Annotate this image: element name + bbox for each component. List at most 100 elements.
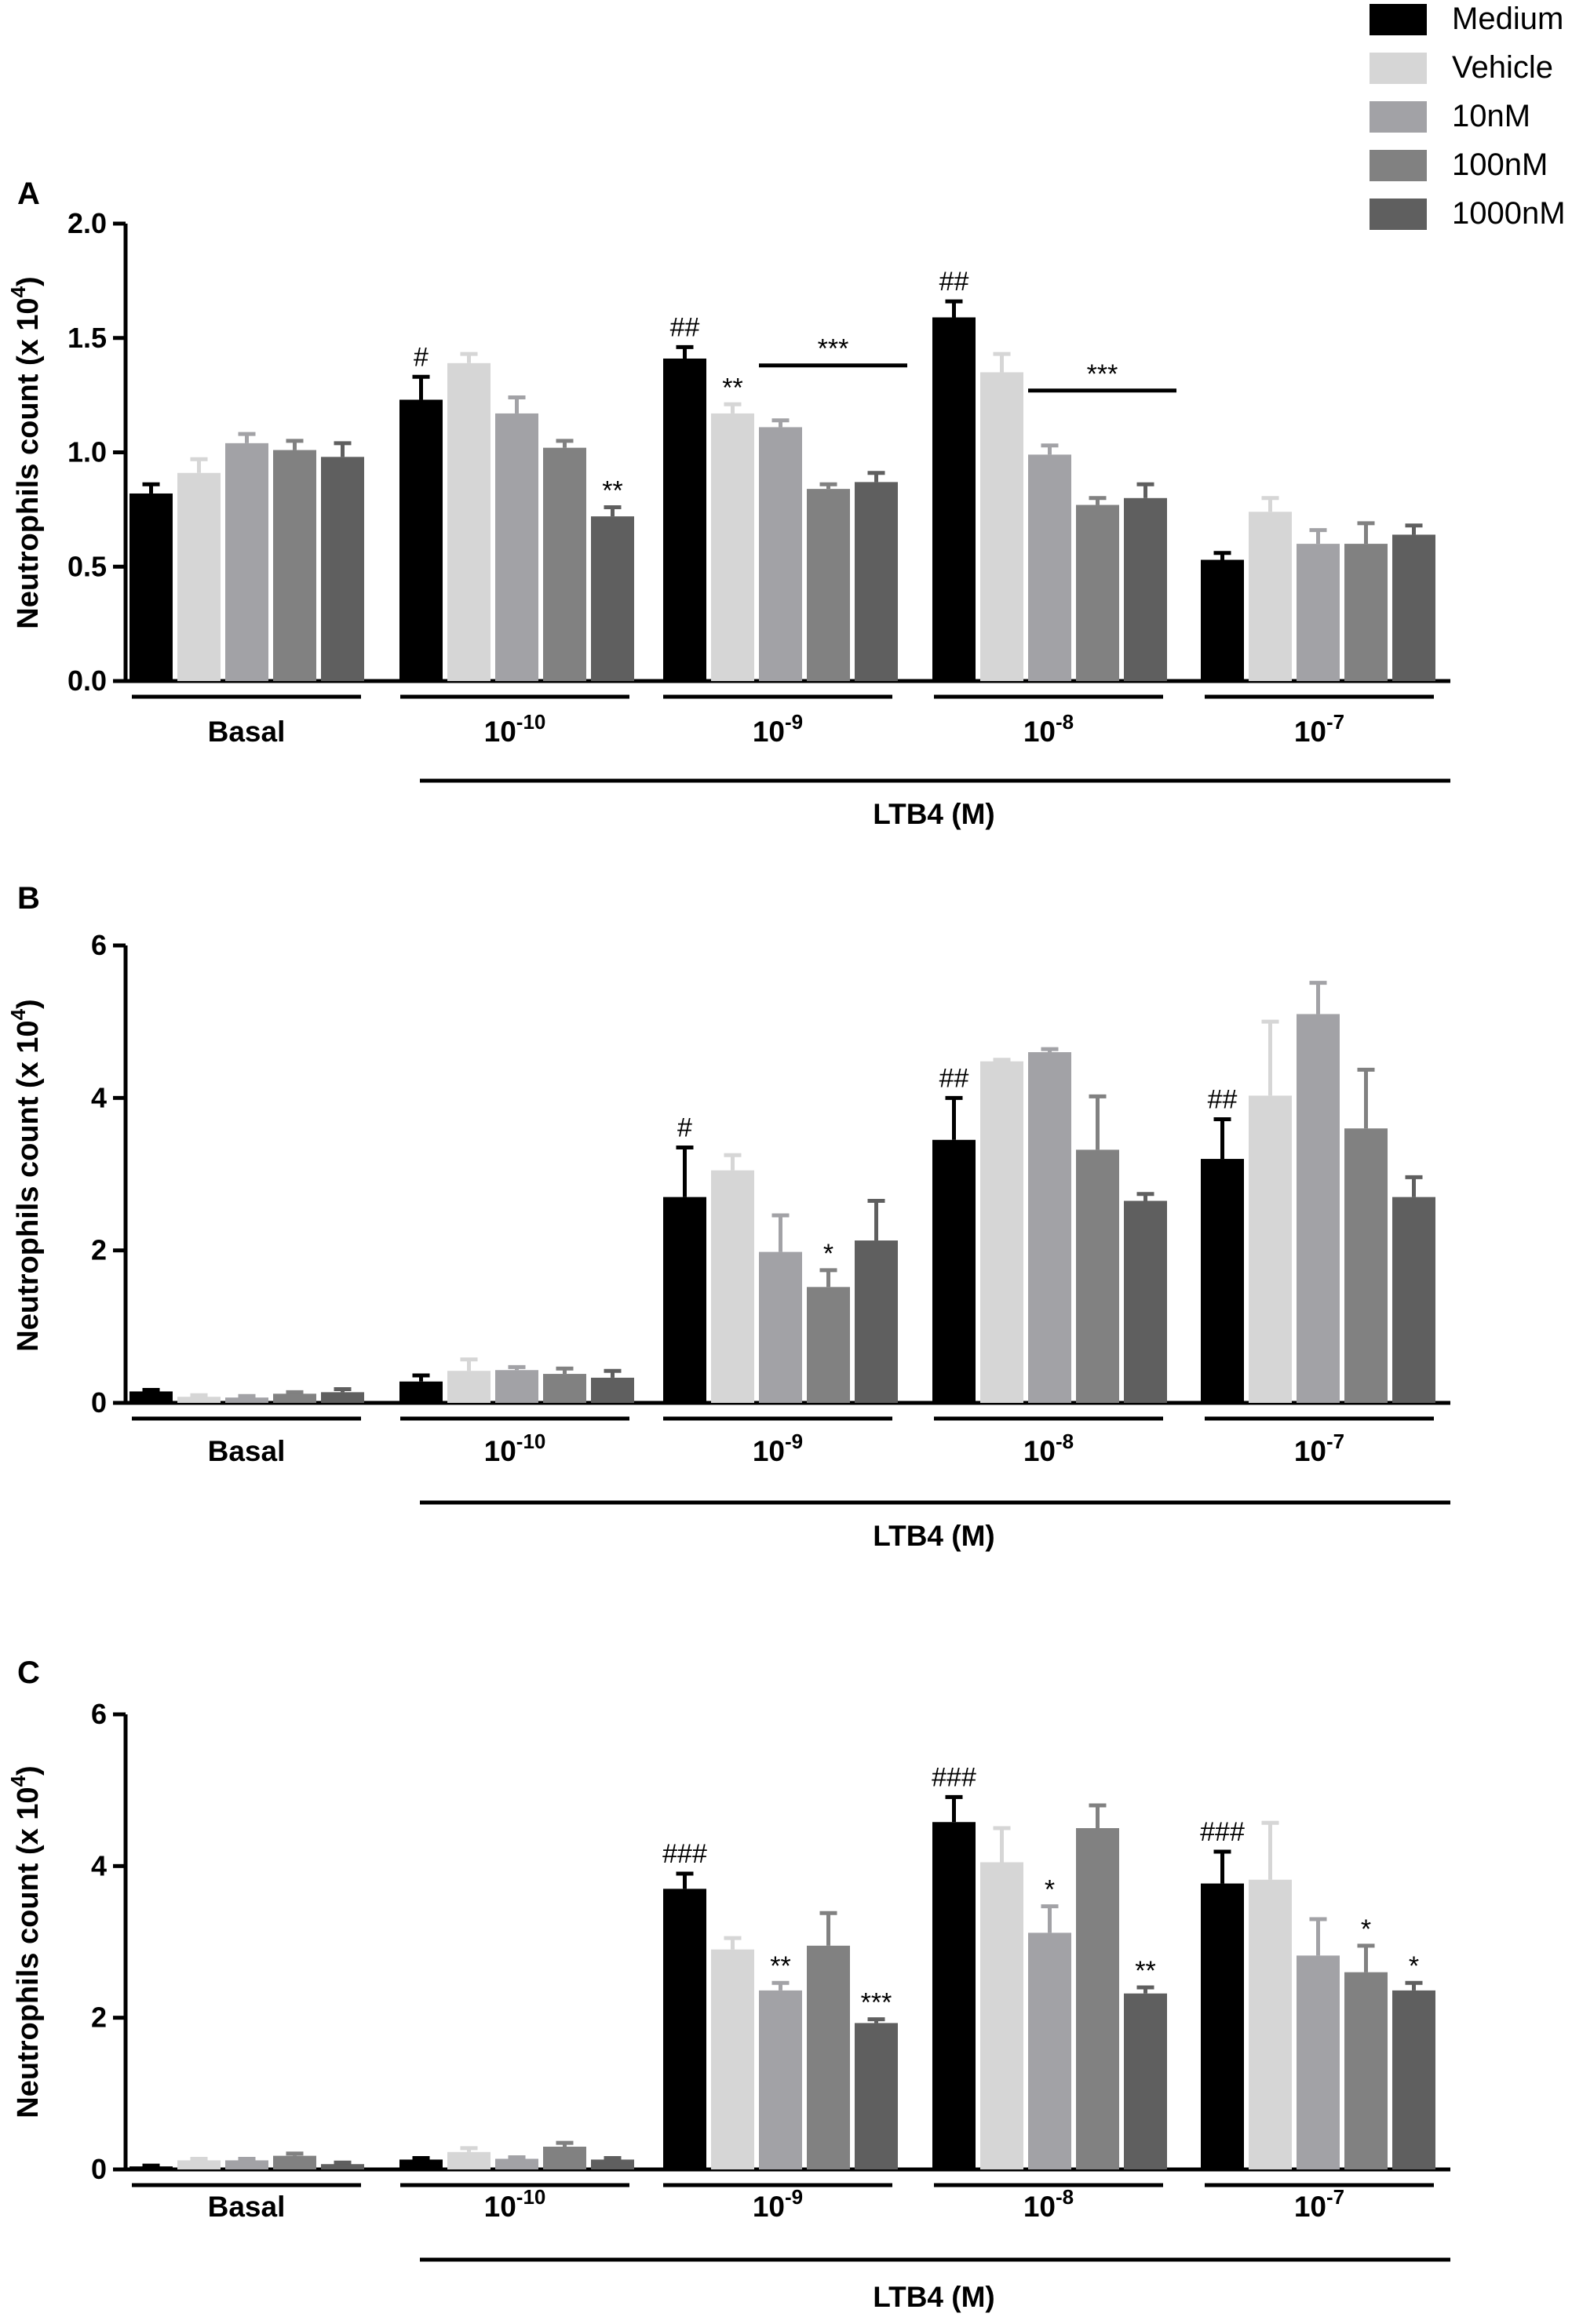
bar — [855, 2023, 898, 2169]
group-label-base: 10 — [1023, 2191, 1056, 2223]
bar — [399, 1381, 443, 1403]
group-label: 10-10 — [484, 2185, 546, 2223]
group-label-base: Basal — [208, 1435, 286, 1467]
bar — [855, 1240, 898, 1403]
group-label-base: 10 — [1023, 1435, 1056, 1467]
legend-label: 1000nM — [1452, 196, 1566, 231]
y-axis-label: Neutrophils count (x 104) — [6, 1765, 45, 2118]
group-label: 10-8 — [1023, 2185, 1074, 2223]
y-axis-label-close: ) — [12, 1765, 45, 1776]
bar — [980, 372, 1023, 681]
bar — [855, 482, 898, 681]
x-axis-label: LTB4 (M) — [873, 1520, 995, 1552]
significance-star: * — [1409, 1951, 1419, 1981]
y-tick-label: 6 — [91, 1698, 107, 1730]
y-axis-label-exp: 4 — [6, 286, 30, 297]
legend-swatch — [1370, 101, 1427, 133]
bar — [1076, 1828, 1119, 2169]
group-label-exp: -9 — [785, 2185, 803, 2209]
bar — [129, 2166, 173, 2169]
group-label-exp: -10 — [516, 1430, 546, 1453]
bar — [321, 457, 364, 681]
y-axis-label-main: Neutrophils count (x 10 — [12, 1020, 45, 1351]
significance-hash: ### — [662, 1839, 707, 1869]
bar — [1028, 1932, 1071, 2169]
bar — [663, 1889, 706, 2169]
bar — [399, 2159, 443, 2169]
group-label-base: 10 — [753, 1435, 785, 1467]
significance-hash: # — [677, 1113, 692, 1142]
legend-swatch — [1370, 53, 1427, 84]
y-tick-label: 1.0 — [67, 436, 107, 468]
bar — [321, 2164, 364, 2169]
group-label: 10-10 — [484, 710, 546, 748]
bar — [1124, 497, 1167, 681]
group-label-base: 10 — [1294, 1435, 1326, 1467]
bar — [447, 2151, 491, 2169]
bar — [591, 1377, 634, 1403]
legend-label: Medium — [1452, 2, 1563, 36]
significance-star: ** — [722, 373, 742, 403]
group-label: Basal — [208, 2191, 286, 2223]
bar — [1297, 1014, 1340, 1403]
y-tick-label: 0 — [91, 1386, 107, 1419]
bar — [543, 447, 586, 681]
bar — [1392, 1197, 1435, 1403]
x-axis-label: LTB4 (M) — [873, 2281, 995, 2313]
group-label: Basal — [208, 716, 286, 748]
y-tick-label: 1.5 — [67, 322, 107, 354]
group-label-exp: -9 — [785, 710, 803, 734]
significance-star: ** — [602, 475, 622, 505]
group-label-exp: -8 — [1056, 1430, 1074, 1453]
bar — [1076, 505, 1119, 681]
bar — [177, 2160, 221, 2169]
bar — [932, 317, 976, 681]
legend-swatch — [1370, 199, 1427, 230]
bar — [129, 1391, 173, 1403]
group-label-base: Basal — [208, 2191, 286, 2223]
bar — [177, 1397, 221, 1403]
y-axis-label-exp: 4 — [6, 1008, 30, 1020]
group-label-exp: -10 — [516, 2185, 546, 2209]
bar — [225, 443, 268, 681]
bar — [543, 2147, 586, 2169]
significance-hash: ### — [1200, 1817, 1245, 1847]
bar — [321, 1392, 364, 1403]
group-label-base: 10 — [484, 1435, 516, 1467]
bar — [1344, 1128, 1388, 1403]
group-label: 10-9 — [753, 2185, 803, 2223]
y-axis-label-main: Neutrophils count (x 10 — [12, 297, 45, 628]
group-label-exp: -8 — [1056, 710, 1074, 734]
group-label-base: Basal — [208, 716, 286, 748]
bar — [1297, 1955, 1340, 2169]
bar — [807, 489, 850, 681]
legend: Medium Vehicle 10nM 100nM 1000nM — [1370, 2, 1566, 231]
bar — [399, 399, 443, 681]
group-label-exp: -7 — [1326, 1430, 1344, 1453]
group-label-base: 10 — [1294, 2191, 1326, 2223]
y-tick-label: 6 — [91, 929, 107, 961]
group-label-exp: -10 — [516, 710, 546, 734]
bar — [711, 1949, 754, 2169]
bar — [807, 1287, 850, 1403]
bar — [1201, 559, 1244, 681]
group-label: 10-7 — [1294, 2185, 1344, 2223]
legend-label: 100nM — [1452, 148, 1548, 182]
bar — [980, 1061, 1023, 1403]
bar — [177, 472, 221, 681]
bar — [1392, 534, 1435, 681]
bar — [273, 1393, 316, 1403]
bar — [447, 362, 491, 681]
group-label-base: 10 — [1294, 716, 1326, 748]
bar — [273, 2155, 316, 2169]
y-tick-label: 4 — [91, 1849, 107, 1881]
group-label: 10-8 — [1023, 1430, 1074, 1467]
bar — [1076, 1149, 1119, 1403]
legend-swatch — [1370, 4, 1427, 35]
group-label-base: 10 — [753, 2191, 785, 2223]
bar — [759, 1990, 802, 2169]
legend-label: Vehicle — [1452, 50, 1553, 85]
significance-star: * — [823, 1239, 833, 1269]
